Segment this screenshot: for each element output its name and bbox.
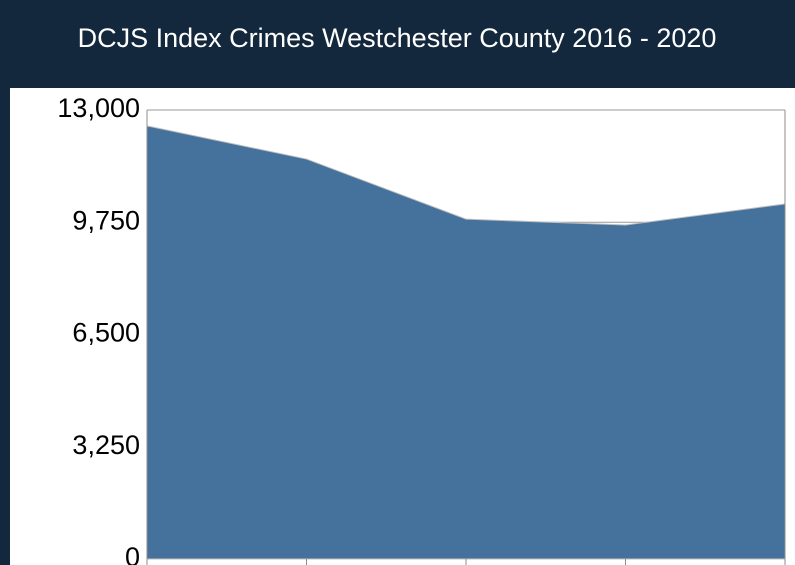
- y-tick-label: 6,500: [72, 318, 140, 348]
- chart-title: DCJS Index Crimes Westchester County 201…: [78, 23, 717, 53]
- y-tick-label: 3,250: [72, 430, 140, 460]
- y-tick-label: 0: [125, 542, 140, 565]
- y-tick-label: 13,000: [57, 93, 140, 123]
- y-tick-label: 9,750: [72, 205, 140, 235]
